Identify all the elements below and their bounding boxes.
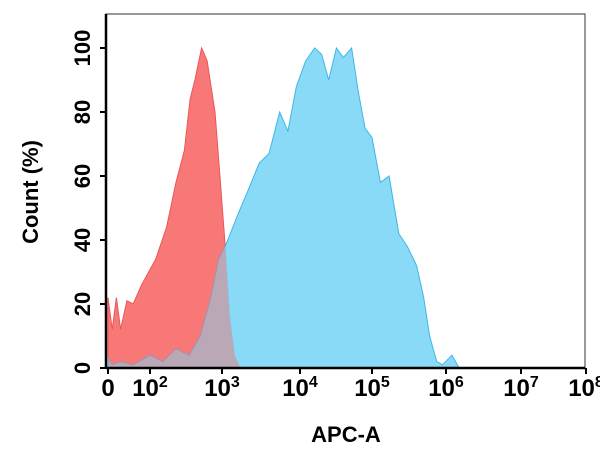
x-tick-label: 106	[428, 374, 464, 402]
y-tick-label: 20	[70, 292, 95, 316]
x-tick-label: 103	[204, 374, 240, 402]
series-layer	[107, 46, 461, 369]
y-tick-label: 40	[70, 228, 95, 252]
x-tick-label: 107	[503, 374, 539, 402]
x-tick-label: 0	[101, 375, 114, 402]
y-tick-label: 80	[70, 100, 95, 124]
x-tick-label: 105	[354, 374, 390, 402]
x-tick-label: 104	[282, 374, 318, 402]
axes-layer	[100, 13, 587, 374]
x-axis-title: APC-A	[311, 422, 381, 447]
series-1-overlay	[108, 48, 240, 368]
y-tick-label: 60	[70, 164, 95, 188]
labels-layer: 0 20 40 60 80 100 0 102 103 104 105 106 107 108	[70, 30, 600, 402]
y-axis-title: Count (%)	[18, 140, 43, 244]
y-tick-label: 100	[70, 30, 95, 67]
x-tick-label: 102	[132, 374, 168, 402]
series-2-area	[107, 46, 461, 369]
y-tick-label: 0	[70, 362, 95, 374]
x-tick-label: 108	[568, 374, 600, 402]
